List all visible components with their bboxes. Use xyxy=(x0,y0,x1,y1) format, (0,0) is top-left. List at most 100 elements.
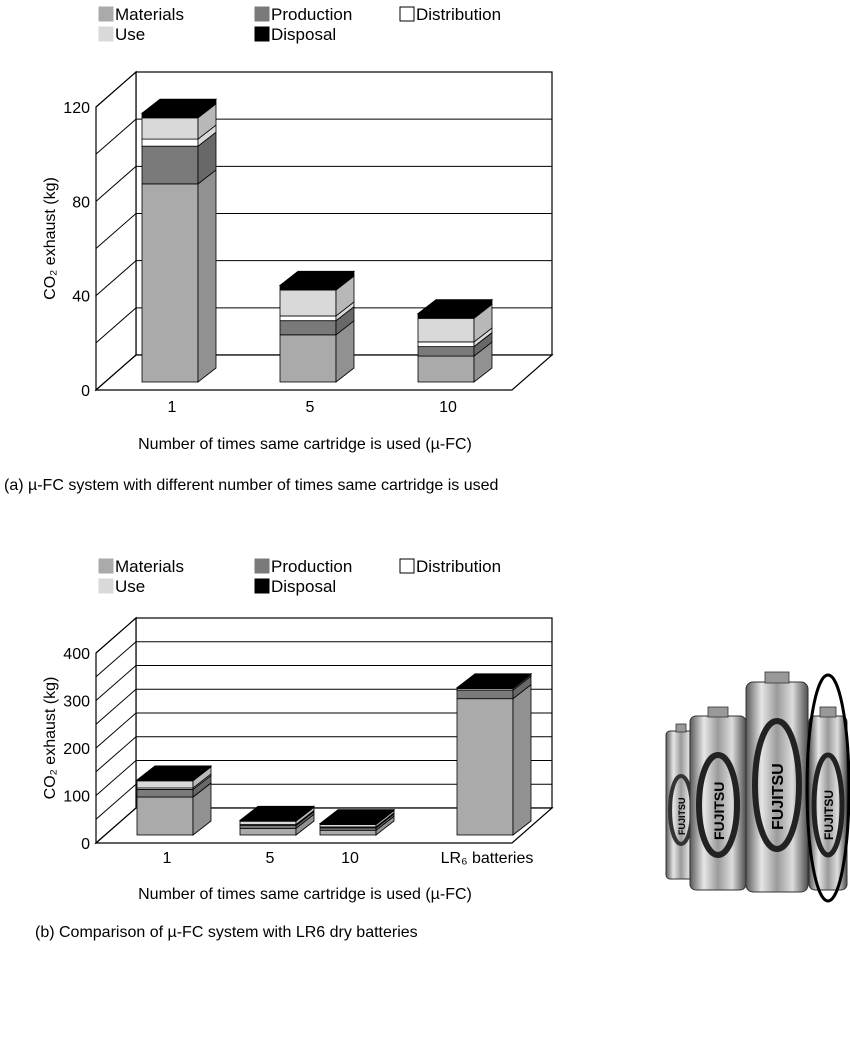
y-axis-label: CO₂ exhaust (kg) xyxy=(42,677,59,800)
gridline-side xyxy=(95,617,137,654)
y-axis: 0 100 200 300 400 xyxy=(63,646,97,853)
y-tick-label: 0 xyxy=(81,383,90,400)
battery-brand-4: FUJITSU xyxy=(822,790,836,840)
legend-swatch xyxy=(254,578,270,594)
legend-label: Materials xyxy=(115,557,184,576)
gridline-side xyxy=(95,783,137,820)
gridline-side xyxy=(95,71,137,108)
bar-segment-production xyxy=(141,145,199,185)
figure-caption: (b) Comparison of µ-FC system with LR6 d… xyxy=(35,924,418,941)
bar-top xyxy=(278,270,356,286)
bar-stack-2: 10 xyxy=(416,298,494,416)
bar-top xyxy=(416,299,494,315)
bar-segment-materials xyxy=(136,796,194,836)
x-tick-label: 10 xyxy=(439,399,457,416)
legend-label: Production xyxy=(271,557,352,576)
gridline-side xyxy=(95,807,137,844)
bar-stack-0: 1 xyxy=(135,765,213,867)
bar-top xyxy=(140,98,218,114)
legend-swatch xyxy=(254,26,270,42)
legend-swatch xyxy=(254,558,270,574)
x-tick-label: 1 xyxy=(168,399,177,416)
bar-segment-materials xyxy=(141,183,199,383)
gridline-side xyxy=(95,641,137,678)
highlight-circle xyxy=(805,673,850,903)
legend-item-distribution: Distribution xyxy=(399,5,501,24)
battery-brand-1: FUJITSU xyxy=(677,797,687,835)
gridline-side xyxy=(95,307,137,344)
y-tick-label: 120 xyxy=(63,100,90,117)
bar-segment-materials xyxy=(279,334,337,383)
x-tick-label: 5 xyxy=(306,399,315,416)
gridline-side xyxy=(95,213,137,249)
battery-c: FUJITSU xyxy=(745,671,809,893)
battery-brand-3: FUJITSU xyxy=(770,763,787,830)
legend-label: Production xyxy=(271,5,352,24)
bar-segment-materials xyxy=(417,355,475,383)
legend-label: Distribution xyxy=(416,557,501,576)
y-tick-label: 100 xyxy=(63,789,90,806)
gridline-side xyxy=(95,760,137,796)
battery-brand-2: FUJITSU xyxy=(711,782,727,840)
legend-item-distribution: Distribution xyxy=(399,557,501,576)
legend-swatch xyxy=(98,558,114,574)
y-tick-label: 0 xyxy=(81,836,90,853)
gridline-side xyxy=(95,712,137,749)
bar-segment-use xyxy=(279,289,337,317)
y-axis-label: CO₂ exhaust (kg) xyxy=(42,177,59,300)
gridline-side xyxy=(95,118,137,155)
y-tick-label: 300 xyxy=(63,694,90,711)
figure-caption: (a) µ-FC system with different number of… xyxy=(4,477,498,494)
y-tick-label: 40 xyxy=(72,289,90,306)
bar-stack-3: LR₆ batteries xyxy=(441,672,534,867)
x-tick-label: 1 xyxy=(163,850,172,867)
y-tick-label: 80 xyxy=(72,194,90,211)
legend-label: Use xyxy=(115,577,145,596)
legend-item-use: Use xyxy=(98,577,145,596)
legend-swatch xyxy=(98,6,114,22)
battery-aa: FUJITSU xyxy=(689,706,747,891)
legend-item-disposal: Disposal xyxy=(254,25,336,44)
legend-label: Distribution xyxy=(416,5,501,24)
y-tick-label: 200 xyxy=(63,741,90,758)
bar-segment-materials xyxy=(456,698,514,836)
bar-stack-0: 1 xyxy=(140,98,218,416)
y-tick-label: 400 xyxy=(63,646,90,663)
gridline-side xyxy=(95,688,137,725)
bars: 1 5 10 xyxy=(140,98,494,416)
gridline-side xyxy=(95,665,137,701)
legend: Materials Production Distribution Use Dispos… xyxy=(98,557,501,596)
legend-swatch xyxy=(98,26,114,42)
legend-item-production: Production xyxy=(254,5,352,24)
legend-swatch xyxy=(399,6,415,22)
legend-item-use: Use xyxy=(98,25,145,44)
chart-a: Materials Production Distribution Use Dispos… xyxy=(4,5,554,494)
bars: 1 5 10 LR₆ batteries xyxy=(135,672,534,867)
legend-swatch xyxy=(254,6,270,22)
y-axis: 0 40 80 120 xyxy=(63,100,97,400)
x-axis-label: Number of times same cartridge is used (… xyxy=(138,886,472,903)
bar-stack-1: 5 xyxy=(238,805,316,867)
x-tick-label: 10 xyxy=(341,850,359,867)
gridline-side xyxy=(95,165,137,202)
legend-swatch xyxy=(399,558,415,574)
legend-item-materials: Materials xyxy=(98,557,184,576)
gridline-side xyxy=(95,260,137,297)
bar-stack-2: 10 xyxy=(318,808,396,867)
legend-item-materials: Materials xyxy=(98,5,184,24)
gridline-side xyxy=(95,736,137,773)
legend-label: Materials xyxy=(115,5,184,24)
x-axis-label: Number of times same cartridge is used (… xyxy=(138,436,472,453)
legend-label: Disposal xyxy=(271,25,336,44)
bar-top xyxy=(238,805,316,821)
bar-top xyxy=(135,765,213,781)
x-tick-label: 5 xyxy=(266,850,275,867)
bar-top xyxy=(455,673,533,689)
bar-stack-1: 5 xyxy=(278,270,356,416)
x-tick-label: LR₆ batteries xyxy=(441,850,534,867)
legend: Materials Production Distribution Use Dispos… xyxy=(98,5,501,44)
legend-label: Use xyxy=(115,25,145,44)
legend-item-production: Production xyxy=(254,557,352,576)
